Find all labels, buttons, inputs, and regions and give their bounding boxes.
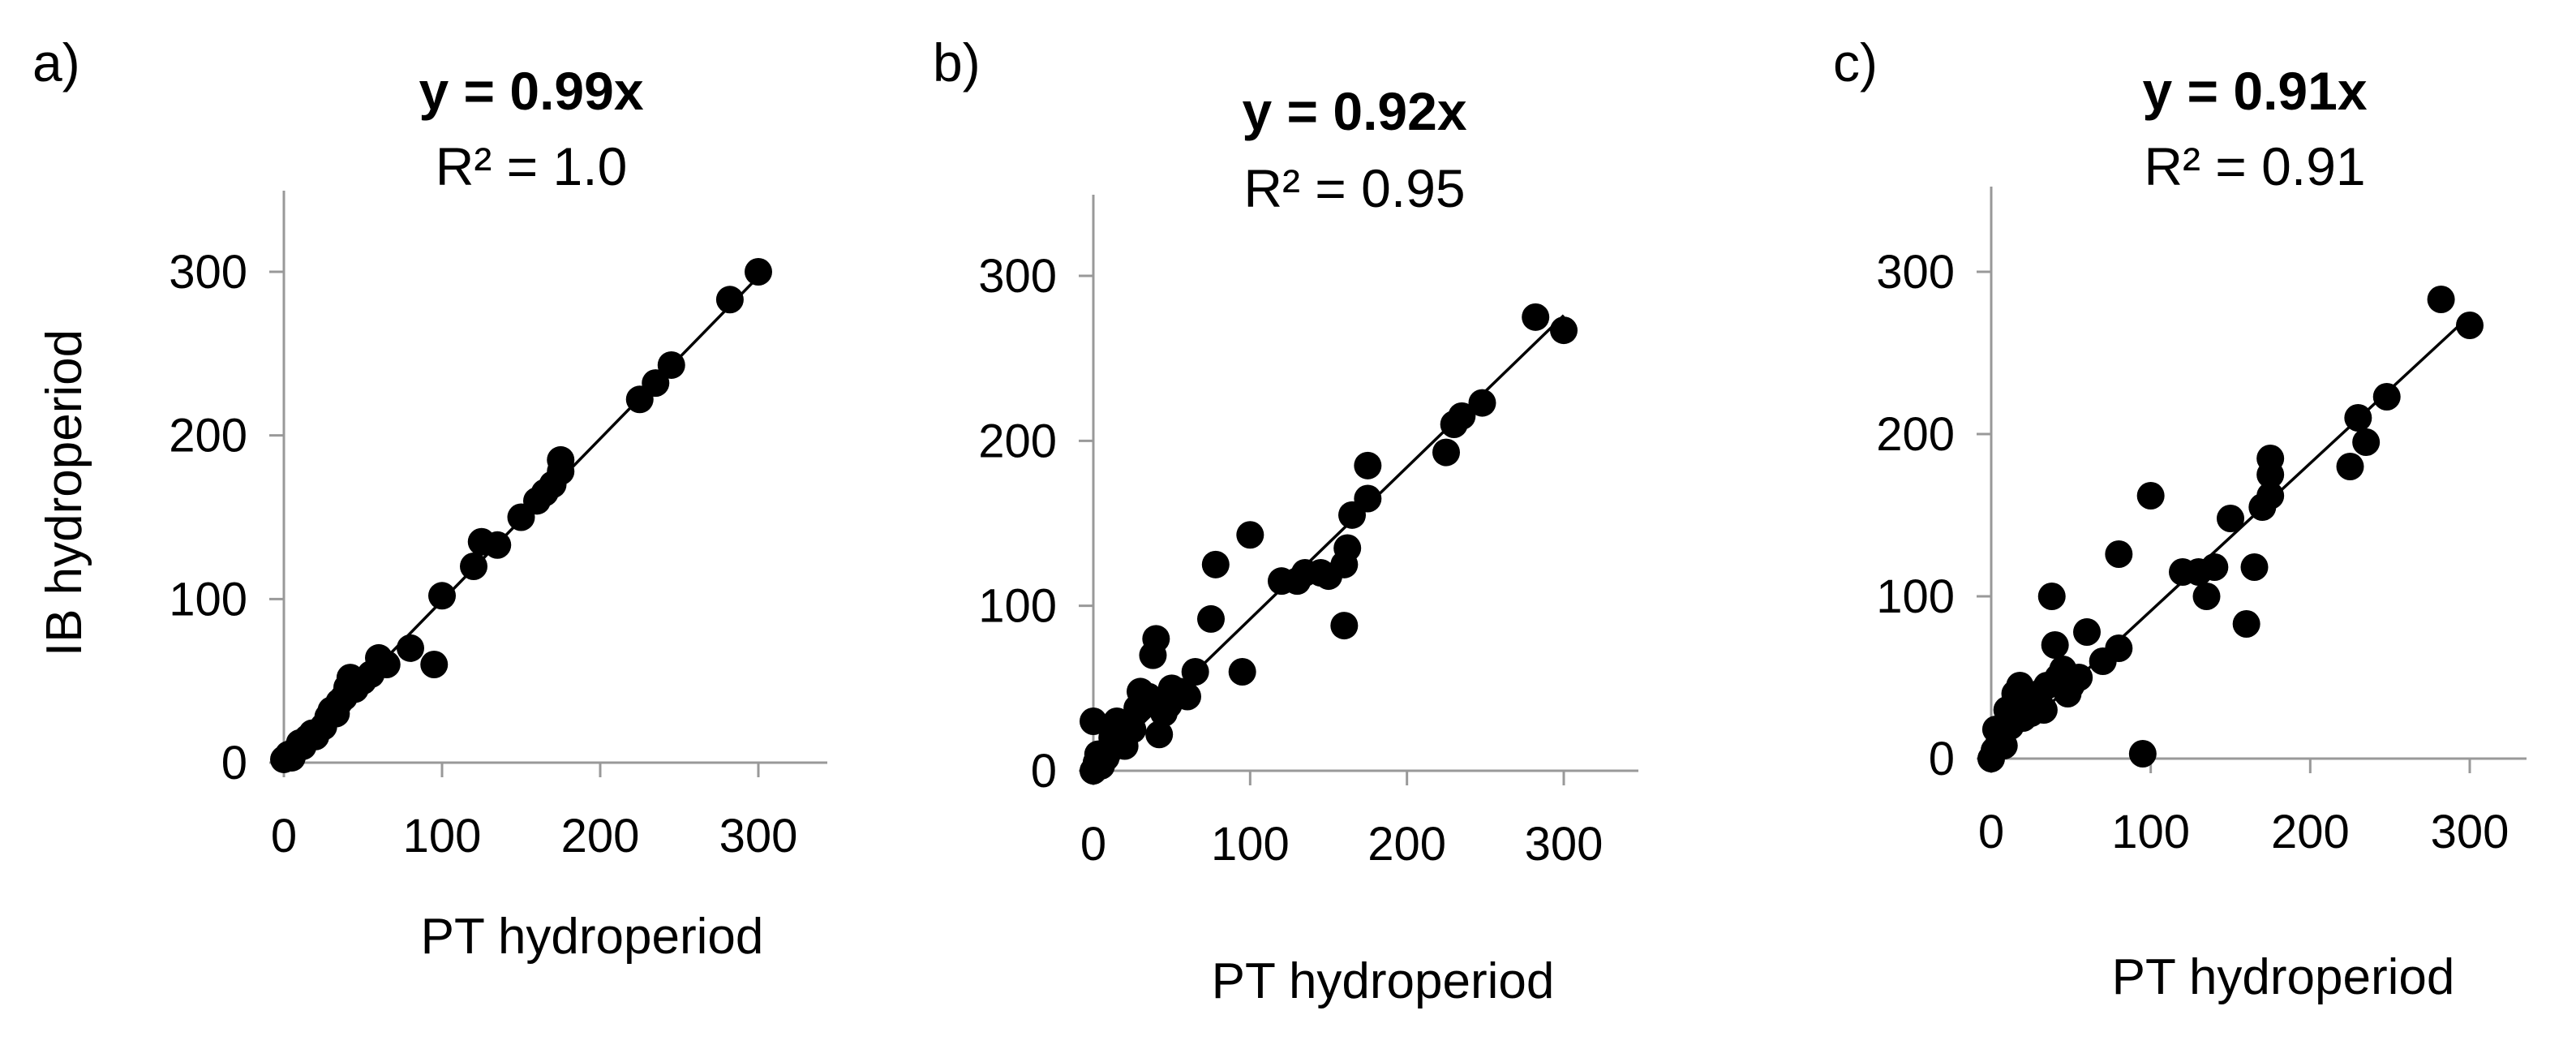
data-point (2105, 540, 2133, 568)
x-axis-label: PT hydroperiod (2112, 949, 2455, 1005)
data-point (428, 582, 456, 610)
data-point (483, 531, 512, 559)
y-tick-label: 0 (221, 737, 247, 789)
panel-label: b) (933, 32, 981, 92)
data-point (2192, 583, 2221, 610)
y-tick-label: 100 (978, 580, 1057, 633)
data-point (1228, 658, 1256, 686)
data-point (2372, 383, 2401, 411)
data-point (2105, 634, 2133, 662)
data-point (1080, 707, 1107, 735)
x-tick-label: 300 (1525, 818, 1604, 871)
x-tick-label: 100 (2111, 806, 2190, 858)
x-tick-label: 300 (2431, 806, 2509, 858)
data-point (2065, 664, 2093, 691)
y-tick-label: 0 (1031, 745, 1057, 798)
y-tick-label: 300 (1876, 246, 1955, 299)
data-point (2352, 428, 2381, 456)
data-point (657, 350, 685, 379)
data-point (2041, 631, 2069, 659)
data-point (2240, 553, 2269, 581)
data-point (460, 553, 487, 580)
x-tick-label: 0 (1080, 818, 1106, 871)
y-tick-label: 100 (169, 573, 247, 626)
data-point (372, 651, 401, 678)
y-axis-label: IB hydroperiod (36, 329, 92, 656)
data-point (2217, 505, 2244, 532)
data-point (1181, 658, 1209, 686)
panel-a: 0 100 200 300 0 100 200 300 a) y = 0.99x R² = 1.0 P… (32, 32, 827, 965)
data-point (1432, 438, 1460, 467)
panel-b: 0 100 200 300 0 100 200 300 b) y = 0.92x R² = 0.95… (933, 32, 1638, 1009)
data-point (2256, 445, 2285, 472)
equation-label: y = 0.99x (419, 61, 643, 121)
equation-label: y = 0.91x (2142, 61, 2367, 121)
data-point (1142, 625, 1170, 653)
x-axis-label: PT hydroperiod (1212, 953, 1555, 1009)
data-point (2136, 482, 2165, 510)
x-tick-label: 200 (1367, 818, 1446, 871)
r-squared-label: R² = 0.91 (2144, 136, 2365, 196)
data-point (2200, 553, 2229, 581)
data-point (1550, 316, 1578, 345)
panel-c: 0 100 200 300 0 100 200 300 c) y = 0.91x R² = 0.91… (1833, 32, 2527, 1005)
data-point (397, 634, 424, 662)
data-point (1118, 716, 1147, 744)
data-point (2456, 312, 2484, 339)
x-axis-label: PT hydroperiod (421, 909, 764, 965)
data-point (2128, 740, 2157, 768)
data-point (1522, 303, 1550, 331)
data-point (1201, 550, 1230, 578)
data-point (1354, 484, 1382, 513)
panel-label: c) (1833, 32, 1878, 92)
data-point (420, 651, 449, 678)
data-point (1468, 389, 1496, 417)
r-squared-label: R² = 1.0 (436, 136, 628, 196)
data-point (1145, 720, 1174, 749)
data-point (1174, 682, 1201, 711)
data-point (1330, 612, 1359, 640)
y-tick-label: 0 (1929, 733, 1955, 785)
y-tick-label: 200 (978, 415, 1057, 467)
data-point (1236, 521, 1264, 549)
data-point (642, 369, 670, 398)
data-point (2344, 404, 2372, 432)
data-point (2232, 610, 2260, 638)
x-tick-label: 0 (271, 810, 297, 862)
data-point (2029, 696, 2058, 724)
x-tick-label: 200 (2271, 806, 2350, 858)
y-tick-label: 300 (169, 246, 247, 299)
data-point (715, 286, 744, 314)
data-point (2336, 453, 2364, 480)
x-tick-label: 0 (1978, 806, 2004, 858)
x-tick-label: 100 (1211, 818, 1290, 871)
data-point (1197, 604, 1225, 633)
x-tick-label: 200 (561, 810, 640, 862)
data-point (1354, 451, 1382, 479)
y-tick-label: 100 (1876, 570, 1955, 623)
r-squared-label: R² = 0.95 (1243, 158, 1465, 218)
y-tick-label: 200 (1876, 408, 1955, 461)
equation-label: y = 0.92x (1242, 81, 1466, 141)
y-tick-label: 300 (978, 250, 1057, 303)
data-point (2427, 286, 2455, 313)
y-tick-label: 200 (169, 410, 247, 462)
panel-label: a) (32, 32, 80, 92)
data-point (2073, 618, 2101, 646)
x-tick-label: 100 (403, 810, 482, 862)
data-point (2256, 482, 2285, 510)
data-point (547, 445, 575, 474)
data-point (1448, 402, 1476, 430)
x-tick-label: 300 (719, 810, 798, 862)
data-point (2037, 583, 2066, 610)
data-point (1333, 534, 1362, 562)
data-point (745, 258, 772, 286)
